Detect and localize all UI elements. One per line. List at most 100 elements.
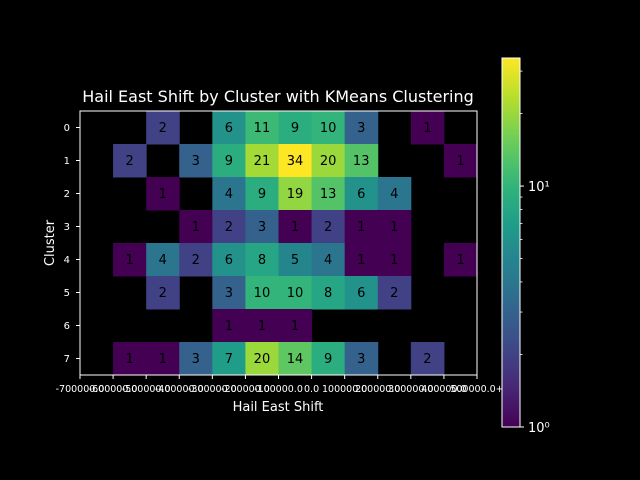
x-tick-label: -600000.0	[89, 384, 138, 395]
heatmap-cell	[443, 144, 478, 178]
cell-value-label: 3	[357, 352, 365, 367]
cell-value-label: 13	[320, 187, 337, 202]
heatmap-cell	[179, 210, 213, 244]
x-tick-label: 0.0	[304, 384, 319, 395]
heatmap-cell	[212, 342, 246, 376]
cell-value-label: 1	[225, 319, 233, 334]
cell-value-label: 7	[225, 352, 233, 367]
cell-value-label: 2	[390, 286, 398, 301]
x-tick-label: 500000.0+	[450, 384, 503, 395]
heatmap-cell	[146, 342, 180, 376]
cell-value-label: 9	[258, 187, 266, 202]
cell-value-label: 2	[225, 220, 233, 235]
x-tick-label: 400000.0	[421, 384, 466, 395]
x-tick-label: -700000.0	[56, 384, 105, 395]
cell-value-label: 13	[353, 154, 370, 169]
cell-value-label: 2	[159, 121, 167, 136]
cell-value-label: 1	[125, 253, 133, 268]
heatmap-cell	[146, 111, 180, 145]
cell-value-label: 10	[254, 286, 271, 301]
colorbar-gradient	[502, 58, 520, 427]
heatmap-cell	[278, 210, 313, 244]
heatmap-cell	[377, 177, 412, 211]
heatmap-cell	[245, 210, 279, 244]
cell-value-label: 8	[324, 286, 332, 301]
x-tick-label: 100000.0	[322, 384, 367, 395]
y-tick-label: 4	[64, 255, 70, 266]
cell-value-label: 6	[357, 286, 365, 301]
heatmap-cell	[410, 342, 445, 376]
cell-value-label: 34	[287, 154, 304, 169]
cell-value-label: 2	[125, 154, 133, 169]
x-axis: -700000.0-600000.0-500000.0-400000.0-300…	[56, 375, 504, 395]
y-tick-label: 2	[64, 189, 70, 200]
heatmap-cell	[245, 309, 279, 343]
heatmap-cell	[179, 243, 213, 277]
heatmap-cell	[311, 177, 346, 211]
cell-value-label: 8	[258, 253, 266, 268]
x-tick-label: -400000.0	[155, 384, 204, 395]
chart-title: Hail East Shift by Cluster with KMeans C…	[82, 87, 474, 106]
cell-value-label: 5	[291, 253, 299, 268]
cell-value-label: 1	[357, 220, 365, 235]
heatmap-cell	[377, 276, 412, 310]
y-axis: 0 1 2 3 4 5 6 7	[64, 123, 80, 365]
x-tick-label: -300000.0	[188, 384, 237, 395]
heatmap-cell	[311, 342, 346, 376]
heatmap-cell	[311, 243, 346, 277]
cell-value-label: 20	[254, 352, 271, 367]
heatmap-cell	[344, 210, 379, 244]
heatmap-cell	[278, 342, 313, 376]
cell-value-label: 11	[254, 121, 271, 136]
x-tick-label: -200000.0	[221, 384, 270, 395]
heatmap-cell	[410, 111, 445, 145]
cell-value-label: 6	[357, 187, 365, 202]
heatmap-cell	[311, 210, 346, 244]
cell-value-label: 2	[159, 286, 167, 301]
heatmap-cell	[377, 243, 412, 277]
cell-value-label: 1	[390, 253, 398, 268]
cell-value-label: 19	[287, 187, 304, 202]
x-tick-label: -100000.0	[254, 384, 303, 395]
cell-value-label: 9	[225, 154, 233, 169]
heatmap-cell	[377, 210, 412, 244]
heatmap-cell	[245, 111, 279, 145]
heatmap-cell	[113, 342, 147, 376]
heatmap-cells: 2 6 11 9 10 3 12 3 9 21 34 20 13 11 4 9 19 13 6 41 2 3 1 2 1 11 4 2…	[113, 111, 478, 376]
heatmap-cell	[344, 276, 379, 310]
heatmap-cell	[245, 342, 279, 376]
y-tick-label: 5	[64, 288, 70, 299]
cell-value-label: 3	[258, 220, 266, 235]
colorbar-frame	[501, 57, 521, 428]
heatmap-cell	[311, 144, 346, 178]
heatmap-cell	[245, 177, 279, 211]
cell-value-label: 6	[225, 121, 233, 136]
y-axis-label: Cluster	[43, 219, 58, 266]
colorbar-tick-label: 10¹	[528, 180, 550, 195]
cell-value-label: 21	[254, 154, 271, 169]
cell-value-label: 1	[357, 253, 365, 268]
y-tick-label: 6	[64, 321, 70, 332]
heatmap-cell	[113, 243, 147, 277]
cell-value-label: 1	[390, 220, 398, 235]
cell-value-label: 6	[225, 253, 233, 268]
heatmap-cell	[146, 276, 180, 310]
x-tick-label: 200000.0	[355, 384, 400, 395]
cell-value-label: 10	[320, 121, 337, 136]
heatmap-cell	[278, 111, 313, 145]
y-tick-label: 7	[64, 354, 70, 365]
colorbar: 10⁰ 10¹	[501, 57, 550, 436]
cell-value-label: 14	[287, 352, 304, 367]
cell-value-label: 1	[423, 121, 431, 136]
cell-value-label: 9	[291, 121, 299, 136]
y-tick-label: 0	[64, 123, 70, 134]
colorbar-tick-label: 10⁰	[528, 421, 550, 436]
heatmap-cell	[344, 243, 379, 277]
cell-value-label: 2	[423, 352, 431, 367]
heatmap-cell	[179, 144, 213, 178]
heatmap-cell	[212, 276, 246, 310]
heatmap-cell	[311, 276, 346, 310]
cell-value-label: 3	[192, 154, 200, 169]
heatmap-cell	[212, 210, 246, 244]
